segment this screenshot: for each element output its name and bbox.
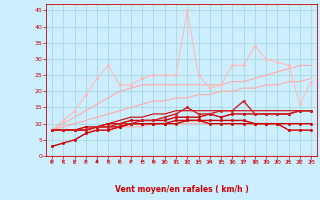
X-axis label: Vent moyen/en rafales ( km/h ): Vent moyen/en rafales ( km/h ) [115,185,248,194]
